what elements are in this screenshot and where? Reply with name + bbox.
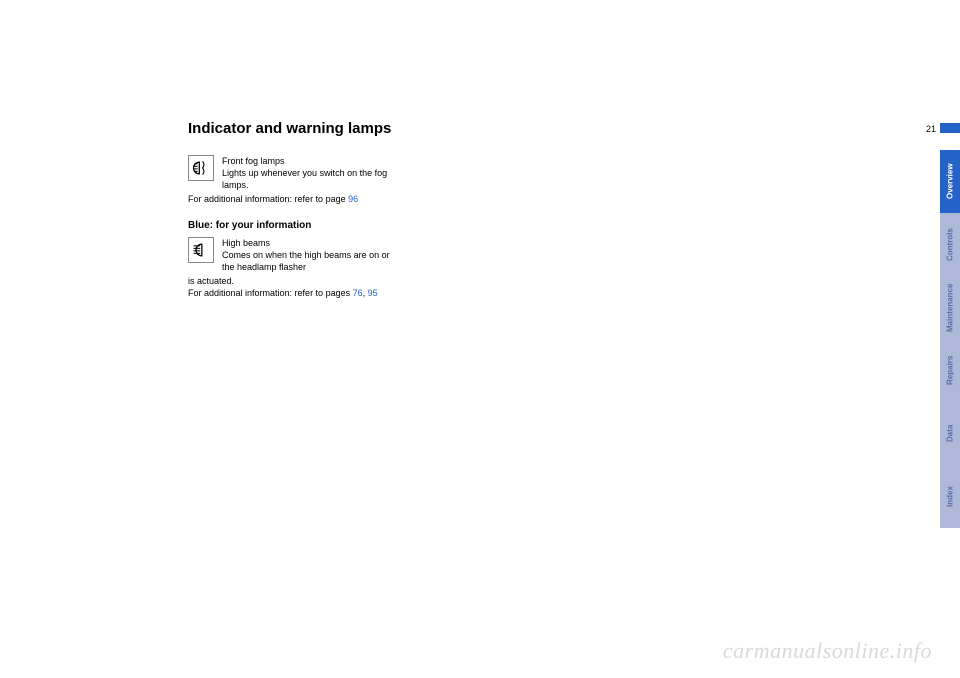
page-marker [940, 123, 960, 133]
fog-desc: Lights up whenever you switch on the fog… [222, 168, 387, 190]
fog-more: For additional information: refer to pag… [188, 193, 398, 205]
tab-maintenance[interactable]: Maintenance [940, 276, 960, 339]
hb-more-prefix: For additional information: refer to pag… [188, 288, 353, 298]
link-96[interactable]: 96 [348, 194, 358, 204]
entry-fog-lamps: Front fog lamps Lights up whenever you s… [188, 155, 828, 191]
entry-text: High beams Comes on when the high beams … [222, 237, 402, 273]
page-number: 21 [926, 124, 936, 134]
page-content: Indicator and warning lamps Front fog la… [188, 120, 828, 299]
hb-cont: is actuated. [188, 275, 398, 287]
tab-index[interactable]: Index [940, 465, 960, 528]
link-76[interactable]: 76 [353, 288, 363, 298]
entry-high-beams: High beams Comes on when the high beams … [188, 237, 828, 273]
page-title: Indicator and warning lamps [188, 120, 828, 137]
hb-desc: Comes on when the high beams are on or t… [222, 250, 390, 272]
hb-more: For additional information: refer to pag… [188, 287, 398, 299]
tab-data[interactable]: Data [940, 402, 960, 465]
high-beam-icon [188, 237, 214, 263]
watermark: carmanualsonline.info [723, 638, 932, 664]
hb-title: High beams [222, 238, 270, 248]
side-tabs: Overview Controls Maintenance Repairs Da… [940, 150, 960, 528]
fog-more-prefix: For additional information: refer to pag… [188, 194, 348, 204]
fog-lamp-icon [188, 155, 214, 181]
tab-repairs[interactable]: Repairs [940, 339, 960, 402]
fog-title: Front fog lamps [222, 156, 285, 166]
tab-controls[interactable]: Controls [940, 213, 960, 276]
tab-overview[interactable]: Overview [940, 150, 960, 213]
subheading-blue: Blue: for your information [188, 220, 828, 231]
entry-text: Front fog lamps Lights up whenever you s… [222, 155, 402, 191]
link-95[interactable]: 95 [368, 288, 378, 298]
